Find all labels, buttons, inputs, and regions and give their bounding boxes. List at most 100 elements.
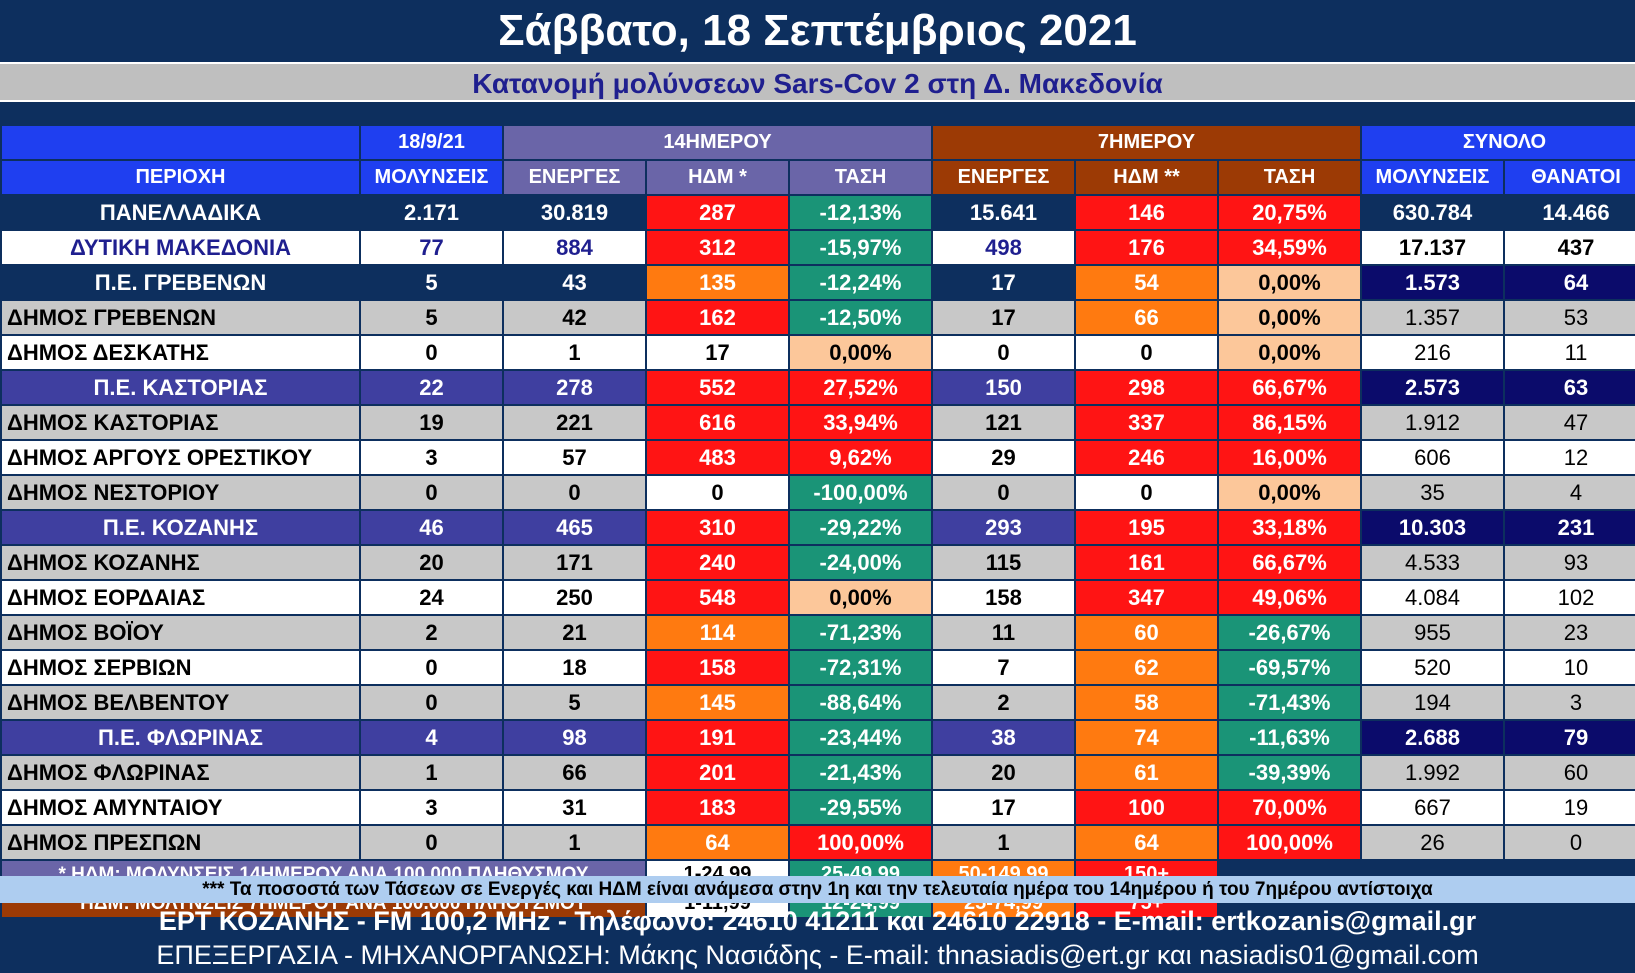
cell-infections: 0 bbox=[361, 336, 502, 369]
cell-active-14: 1 bbox=[504, 826, 645, 859]
header-deaths: ΘΑΝΑΤΟΙ bbox=[1505, 161, 1635, 194]
cell-trend-14: -29,22% bbox=[790, 511, 931, 544]
row-name: ΔΗΜΟΣ ΑΡΓΟΥΣ ΟΡΕΣΤΙΚΟΥ bbox=[2, 441, 359, 474]
cell-trend-7: 20,75% bbox=[1219, 196, 1360, 229]
cell-trend-7: 33,18% bbox=[1219, 511, 1360, 544]
header-date: 18/9/21 bbox=[361, 126, 502, 159]
cell-trend-7: 66,67% bbox=[1219, 546, 1360, 579]
cell-hdm-14: 310 bbox=[647, 511, 788, 544]
cell-deaths: 93 bbox=[1505, 546, 1635, 579]
header-trend-7: ΤΑΣΗ bbox=[1219, 161, 1360, 194]
cell-infections: 24 bbox=[361, 581, 502, 614]
cell-total-infections: 1.992 bbox=[1362, 756, 1503, 789]
cell-infections: 5 bbox=[361, 266, 502, 299]
header-hdm-7: ΗΔΜ ** bbox=[1076, 161, 1217, 194]
cell-hdm-14: 483 bbox=[647, 441, 788, 474]
cell-trend-7: 0,00% bbox=[1219, 336, 1360, 369]
row-name: ΔΗΜΟΣ ΝΕΣΤΟΡΙΟΥ bbox=[2, 476, 359, 509]
row-name: Π.Ε. ΓΡΕΒΕΝΩΝ bbox=[2, 266, 359, 299]
cell-total-infections: 1.573 bbox=[1362, 266, 1503, 299]
cell-trend-14: 27,52% bbox=[790, 371, 931, 404]
cell-hdm-7: 0 bbox=[1076, 336, 1217, 369]
cell-total-infections: 4.533 bbox=[1362, 546, 1503, 579]
cell-infections: 77 bbox=[361, 231, 502, 264]
cell-active-7: 38 bbox=[933, 721, 1074, 754]
row-name: Π.Ε. ΚΑΣΤΟΡΙΑΣ bbox=[2, 371, 359, 404]
cell-deaths: 231 bbox=[1505, 511, 1635, 544]
cell-deaths: 4 bbox=[1505, 476, 1635, 509]
cell-hdm-7: 195 bbox=[1076, 511, 1217, 544]
cell-active-7: 29 bbox=[933, 441, 1074, 474]
cell-hdm-14: 158 bbox=[647, 651, 788, 684]
cell-active-7: 17 bbox=[933, 266, 1074, 299]
cell-trend-7: 100,00% bbox=[1219, 826, 1360, 859]
cell-trend-14: -12,24% bbox=[790, 266, 931, 299]
cell-total-infections: 17.137 bbox=[1362, 231, 1503, 264]
cell-trend-14: -12,13% bbox=[790, 196, 931, 229]
cell-active-7: 11 bbox=[933, 616, 1074, 649]
cell-active-14: 465 bbox=[504, 511, 645, 544]
cell-active-14: 0 bbox=[504, 476, 645, 509]
row-name: ΔΗΜΟΣ ΒΟΪΟΥ bbox=[2, 616, 359, 649]
cell-active-14: 278 bbox=[504, 371, 645, 404]
cell-trend-7: 86,15% bbox=[1219, 406, 1360, 439]
cell-infections: 46 bbox=[361, 511, 502, 544]
cell-hdm-14: 191 bbox=[647, 721, 788, 754]
cell-active-14: 66 bbox=[504, 756, 645, 789]
cell-hdm-14: 145 bbox=[647, 686, 788, 719]
cell-deaths: 12 bbox=[1505, 441, 1635, 474]
cell-trend-14: -72,31% bbox=[790, 651, 931, 684]
cell-active-7: 0 bbox=[933, 336, 1074, 369]
cell-total-infections: 1.912 bbox=[1362, 406, 1503, 439]
cell-hdm-7: 146 bbox=[1076, 196, 1217, 229]
cell-total-infections: 606 bbox=[1362, 441, 1503, 474]
cell-hdm-7: 246 bbox=[1076, 441, 1217, 474]
cell-active-14: 1 bbox=[504, 336, 645, 369]
cell-active-14: 98 bbox=[504, 721, 645, 754]
cell-deaths: 437 bbox=[1505, 231, 1635, 264]
cell-hdm-7: 66 bbox=[1076, 301, 1217, 334]
row-name: ΠΑΝΕΛΛΑΔΙΚΑ bbox=[2, 196, 359, 229]
cell-hdm-7: 176 bbox=[1076, 231, 1217, 264]
cell-infections: 0 bbox=[361, 826, 502, 859]
cell-hdm-7: 54 bbox=[1076, 266, 1217, 299]
cell-active-7: 17 bbox=[933, 301, 1074, 334]
cell-deaths: 53 bbox=[1505, 301, 1635, 334]
row-name: Π.Ε. ΦΛΩΡΙΝΑΣ bbox=[2, 721, 359, 754]
cell-trend-7: -39,39% bbox=[1219, 756, 1360, 789]
cell-total-infections: 955 bbox=[1362, 616, 1503, 649]
row-name: ΔΥΤΙΚΗ ΜΑΚΕΔΟΝΙΑ bbox=[2, 231, 359, 264]
cell-deaths: 23 bbox=[1505, 616, 1635, 649]
cell-trend-7: -71,43% bbox=[1219, 686, 1360, 719]
row-name: ΔΗΜΟΣ ΠΡΕΣΠΩΝ bbox=[2, 826, 359, 859]
cell-trend-7: 70,00% bbox=[1219, 791, 1360, 824]
cell-hdm-7: 298 bbox=[1076, 371, 1217, 404]
row-name: ΔΗΜΟΣ ΦΛΩΡΙΝΑΣ bbox=[2, 756, 359, 789]
cell-deaths: 102 bbox=[1505, 581, 1635, 614]
cell-trend-14: -21,43% bbox=[790, 756, 931, 789]
cell-infections: 20 bbox=[361, 546, 502, 579]
contact-line-station: ΕΡΤ ΚΟΖΑΝΗΣ - FM 100,2 MHz - Τηλέφωνο: 2… bbox=[158, 906, 1477, 936]
header-blank bbox=[2, 126, 359, 159]
cell-active-14: 18 bbox=[504, 651, 645, 684]
cell-total-infections: 26 bbox=[1362, 826, 1503, 859]
cell-infections: 19 bbox=[361, 406, 502, 439]
cell-active-7: 121 bbox=[933, 406, 1074, 439]
cell-hdm-7: 0 bbox=[1076, 476, 1217, 509]
cell-trend-14: -24,00% bbox=[790, 546, 931, 579]
page-title: Σάββατο, 18 Σεπτέμβριος 2021 bbox=[0, 0, 1635, 62]
cell-total-infections: 520 bbox=[1362, 651, 1503, 684]
row-name: ΔΗΜΟΣ ΒΕΛΒΕΝΤΟΥ bbox=[2, 686, 359, 719]
cell-hdm-14: 114 bbox=[647, 616, 788, 649]
header-hdm-14: ΗΔΜ * bbox=[647, 161, 788, 194]
row-name: ΔΗΜΟΣ ΚΟΖΑΝΗΣ bbox=[2, 546, 359, 579]
row-name: ΔΗΜΟΣ ΑΜΥΝΤΑΙΟΥ bbox=[2, 791, 359, 824]
cell-trend-7: 0,00% bbox=[1219, 476, 1360, 509]
cell-hdm-14: 287 bbox=[647, 196, 788, 229]
cell-hdm-14: 135 bbox=[647, 266, 788, 299]
cell-trend-14: 0,00% bbox=[790, 581, 931, 614]
header-trend-14: ΤΑΣΗ bbox=[790, 161, 931, 194]
cell-trend-7: 0,00% bbox=[1219, 266, 1360, 299]
cell-trend-14: -71,23% bbox=[790, 616, 931, 649]
cell-infections: 22 bbox=[361, 371, 502, 404]
